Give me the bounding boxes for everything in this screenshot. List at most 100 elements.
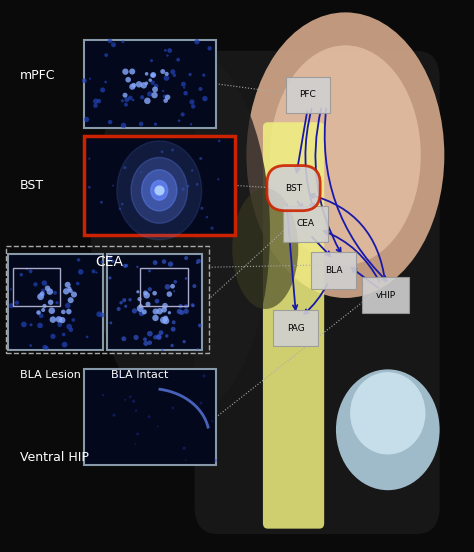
Point	[155, 332, 162, 341]
Point	[158, 346, 166, 354]
Point	[160, 305, 168, 314]
Point	[134, 429, 142, 438]
Point	[193, 259, 201, 268]
FancyBboxPatch shape	[263, 122, 324, 529]
Point	[8, 301, 15, 310]
Point	[46, 287, 54, 296]
Point	[196, 321, 204, 330]
Point	[197, 154, 205, 163]
Point	[203, 213, 210, 221]
Point	[200, 71, 208, 79]
Point	[55, 315, 63, 324]
Point	[161, 301, 169, 310]
Point	[106, 36, 114, 45]
Point	[92, 97, 100, 105]
Point	[98, 198, 105, 206]
Point	[146, 285, 154, 294]
Point	[121, 395, 129, 404]
Point	[43, 343, 51, 352]
Point	[172, 278, 179, 286]
Point	[198, 204, 206, 213]
Point	[39, 286, 47, 295]
Point	[151, 258, 159, 267]
Point	[151, 85, 159, 94]
Point	[37, 311, 45, 320]
Point	[136, 295, 143, 304]
Point	[129, 95, 137, 104]
Point	[163, 332, 171, 341]
Point	[182, 274, 190, 283]
FancyBboxPatch shape	[84, 40, 216, 128]
Text: PFC: PFC	[299, 91, 316, 99]
Point	[143, 70, 150, 78]
Point	[85, 154, 93, 163]
Point	[155, 186, 163, 195]
Point	[189, 166, 196, 175]
FancyBboxPatch shape	[84, 136, 235, 235]
Text: BLA Intact: BLA Intact	[111, 370, 168, 380]
Point	[64, 301, 72, 310]
Text: CEA: CEA	[96, 255, 124, 269]
Point	[180, 80, 187, 89]
Point	[163, 70, 171, 78]
Point	[66, 284, 73, 293]
Point	[171, 287, 178, 296]
Point	[120, 296, 128, 305]
Point	[77, 268, 84, 277]
Point	[169, 146, 176, 155]
Point	[154, 422, 162, 431]
Point	[47, 298, 55, 307]
Point	[168, 341, 176, 350]
Point	[162, 316, 170, 325]
Point	[67, 296, 74, 305]
Point	[121, 163, 129, 172]
Point	[141, 307, 148, 316]
Point	[169, 67, 177, 76]
Point	[170, 318, 177, 327]
Point	[61, 340, 68, 349]
Point	[200, 371, 208, 380]
Point	[27, 320, 35, 329]
Point	[155, 333, 163, 342]
FancyBboxPatch shape	[9, 254, 103, 350]
Point	[162, 96, 169, 105]
Point	[167, 259, 174, 268]
Ellipse shape	[336, 369, 439, 490]
Point	[164, 51, 171, 60]
Point	[181, 444, 188, 453]
Point	[38, 289, 46, 298]
Point	[107, 253, 114, 262]
Point	[209, 417, 216, 426]
Point	[27, 267, 35, 276]
Point	[146, 412, 153, 421]
Point	[148, 56, 155, 65]
Point	[193, 38, 201, 46]
Point	[208, 224, 216, 232]
Circle shape	[131, 157, 188, 223]
Point	[13, 298, 21, 307]
FancyBboxPatch shape	[84, 369, 216, 465]
Point	[194, 344, 201, 353]
Point	[215, 175, 222, 184]
Point	[160, 316, 167, 325]
Point	[169, 325, 177, 333]
Point	[99, 311, 106, 320]
Point	[162, 314, 169, 322]
Point	[152, 82, 160, 91]
Point	[37, 293, 45, 301]
Point	[179, 110, 186, 119]
Point	[117, 298, 125, 307]
Point	[109, 257, 117, 266]
Point	[95, 97, 103, 105]
Point	[158, 147, 166, 156]
Point	[143, 79, 150, 88]
Point	[137, 119, 145, 128]
Point	[121, 91, 129, 99]
Point	[149, 78, 156, 87]
Point	[191, 282, 198, 290]
Point	[159, 87, 167, 95]
Point	[153, 297, 161, 306]
Ellipse shape	[350, 372, 426, 454]
Point	[123, 95, 131, 104]
Point	[134, 288, 142, 296]
